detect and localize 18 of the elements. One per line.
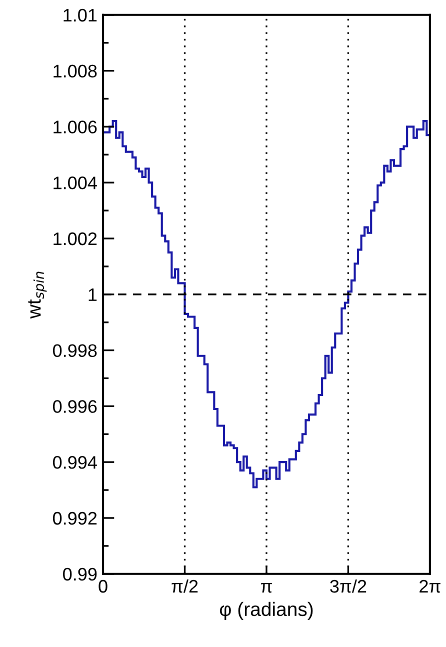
- y-tick-label: 0.99: [63, 568, 97, 581]
- x-tick-label: π/2: [172, 579, 198, 593]
- x-tick-label: 3π/2: [330, 579, 366, 593]
- y-tick-label: 1: [88, 288, 97, 301]
- x-tick-label: 2π: [420, 580, 440, 593]
- y-tick-label: 0.992: [52, 512, 97, 525]
- x-axis-title: φ (radians): [220, 602, 313, 620]
- y-tick-label: 0.998: [52, 344, 97, 358]
- y-tick-label: 1.004: [54, 176, 97, 190]
- y-tick-label: 0.996: [52, 400, 97, 413]
- y-tick-label: 0.994: [52, 456, 97, 469]
- y-tick-label: 1.008: [54, 64, 97, 78]
- y-tick-label: 1.006: [54, 120, 97, 134]
- y-tick-label: 1.01: [64, 8, 97, 22]
- x-tick-label: π: [260, 582, 272, 593]
- y-tick-label: 1.002: [54, 232, 97, 246]
- y-axis-title: wt$_{spin}$: [28, 272, 47, 319]
- x-tick-label: 0: [98, 580, 108, 593]
